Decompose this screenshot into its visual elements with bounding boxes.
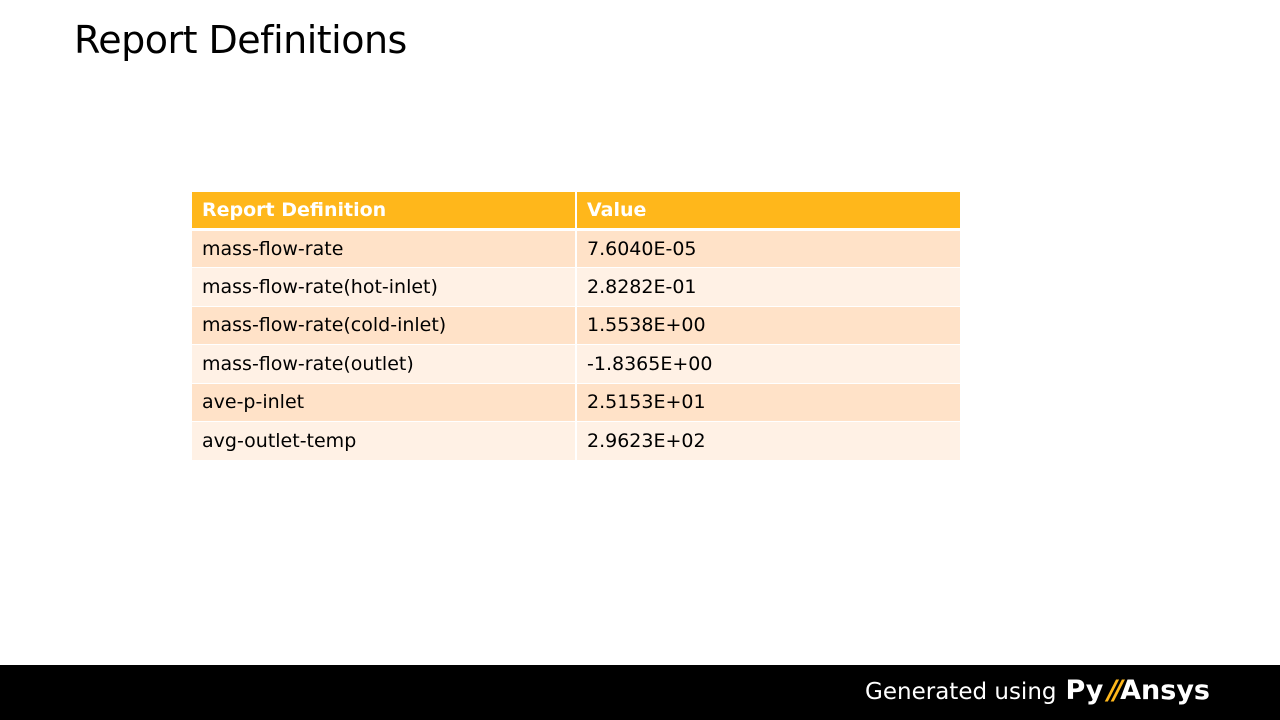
report-definitions-table: Report Definition Value mass-flow-rate 7… bbox=[192, 192, 960, 461]
report-definition-cell: mass-flow-rate(cold-inlet) bbox=[192, 306, 577, 345]
footer-generated-note: Generated using Py // Ansys bbox=[865, 675, 1210, 706]
brand-prefix: Py bbox=[1065, 675, 1104, 706]
value-cell: 7.6040E-05 bbox=[576, 229, 960, 268]
table-row: mass-flow-rate(hot-inlet) 2.8282E-01 bbox=[192, 267, 960, 307]
slide-title: Report Definitions bbox=[74, 18, 407, 62]
value-cell: 2.8282E-01 bbox=[576, 267, 960, 307]
table-header-row: Report Definition Value bbox=[192, 192, 960, 231]
table-row: mass-flow-rate(outlet) -1.8365E+00 bbox=[192, 344, 960, 384]
report-definition-cell: ave-p-inlet bbox=[192, 383, 577, 422]
value-cell: -1.8365E+00 bbox=[576, 344, 960, 384]
table-row: mass-flow-rate(cold-inlet) 1.5538E+00 bbox=[192, 306, 960, 345]
value-cell: 2.9623E+02 bbox=[576, 421, 960, 461]
column-header-report-definition: Report Definition bbox=[192, 192, 577, 231]
report-definition-cell: avg-outlet-temp bbox=[192, 421, 577, 461]
table-row: ave-p-inlet 2.5153E+01 bbox=[192, 383, 960, 422]
generated-using-label: Generated using bbox=[865, 679, 1057, 705]
brand-suffix: Ansys bbox=[1120, 675, 1210, 706]
report-definition-cell: mass-flow-rate bbox=[192, 229, 577, 268]
footer-bar: Generated using Py // Ansys bbox=[0, 665, 1280, 720]
report-definition-cell: mass-flow-rate(hot-inlet) bbox=[192, 267, 577, 307]
report-definition-cell: mass-flow-rate(outlet) bbox=[192, 344, 577, 384]
pyansys-logo: Py // Ansys bbox=[1066, 675, 1210, 706]
table-row: mass-flow-rate 7.6040E-05 bbox=[192, 229, 960, 268]
column-header-value: Value bbox=[576, 192, 960, 231]
value-cell: 2.5153E+01 bbox=[576, 383, 960, 422]
value-cell: 1.5538E+00 bbox=[576, 306, 960, 345]
table-row: avg-outlet-temp 2.9623E+02 bbox=[192, 421, 960, 461]
brand-slash: // bbox=[1107, 675, 1123, 706]
